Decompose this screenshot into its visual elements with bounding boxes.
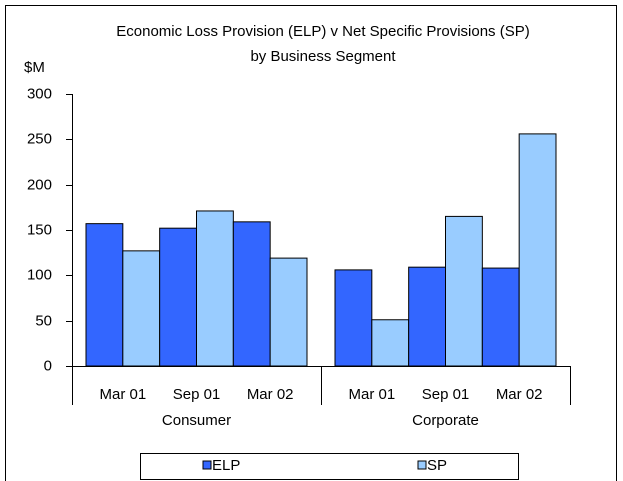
bar xyxy=(196,210,234,367)
bar xyxy=(334,269,373,367)
y-tick-label: 0 xyxy=(44,357,52,374)
y-tick-label: 250 xyxy=(27,130,52,147)
bar xyxy=(122,250,161,367)
bar xyxy=(85,223,124,367)
chart-title: Economic Loss Provision (ELP) v Net Spec… xyxy=(116,23,529,40)
y-axis-label: $M xyxy=(24,59,45,76)
bar xyxy=(371,319,410,367)
y-tick-label: 150 xyxy=(27,221,52,238)
x-tick-label: Sep 01 xyxy=(422,386,470,403)
bar xyxy=(159,227,198,367)
legend-label: SP xyxy=(427,457,447,474)
y-tick-label: 100 xyxy=(27,266,52,283)
bar xyxy=(232,221,271,367)
group-label: Corporate xyxy=(412,412,479,429)
x-tick-label: Mar 02 xyxy=(496,386,543,403)
chart-frame xyxy=(5,5,617,481)
y-tick-label: 50 xyxy=(35,312,52,329)
bar xyxy=(269,257,308,367)
x-tick-label: Sep 01 xyxy=(173,386,221,403)
group-label: Consumer xyxy=(162,412,231,429)
chart-title: by Business Segment xyxy=(250,48,396,65)
y-tick-label: 200 xyxy=(27,176,52,193)
x-tick-label: Mar 01 xyxy=(99,386,146,403)
legend-label: ELP xyxy=(212,457,240,474)
bar xyxy=(518,133,557,367)
x-tick-label: Mar 02 xyxy=(247,386,294,403)
y-tick-label: 300 xyxy=(27,85,52,102)
x-tick-label: Mar 01 xyxy=(348,386,395,403)
legend-box xyxy=(140,453,519,480)
bar xyxy=(445,215,483,367)
bar xyxy=(408,266,446,367)
bar xyxy=(481,267,520,367)
legend-swatch xyxy=(417,460,427,470)
legend-swatch xyxy=(202,460,212,470)
